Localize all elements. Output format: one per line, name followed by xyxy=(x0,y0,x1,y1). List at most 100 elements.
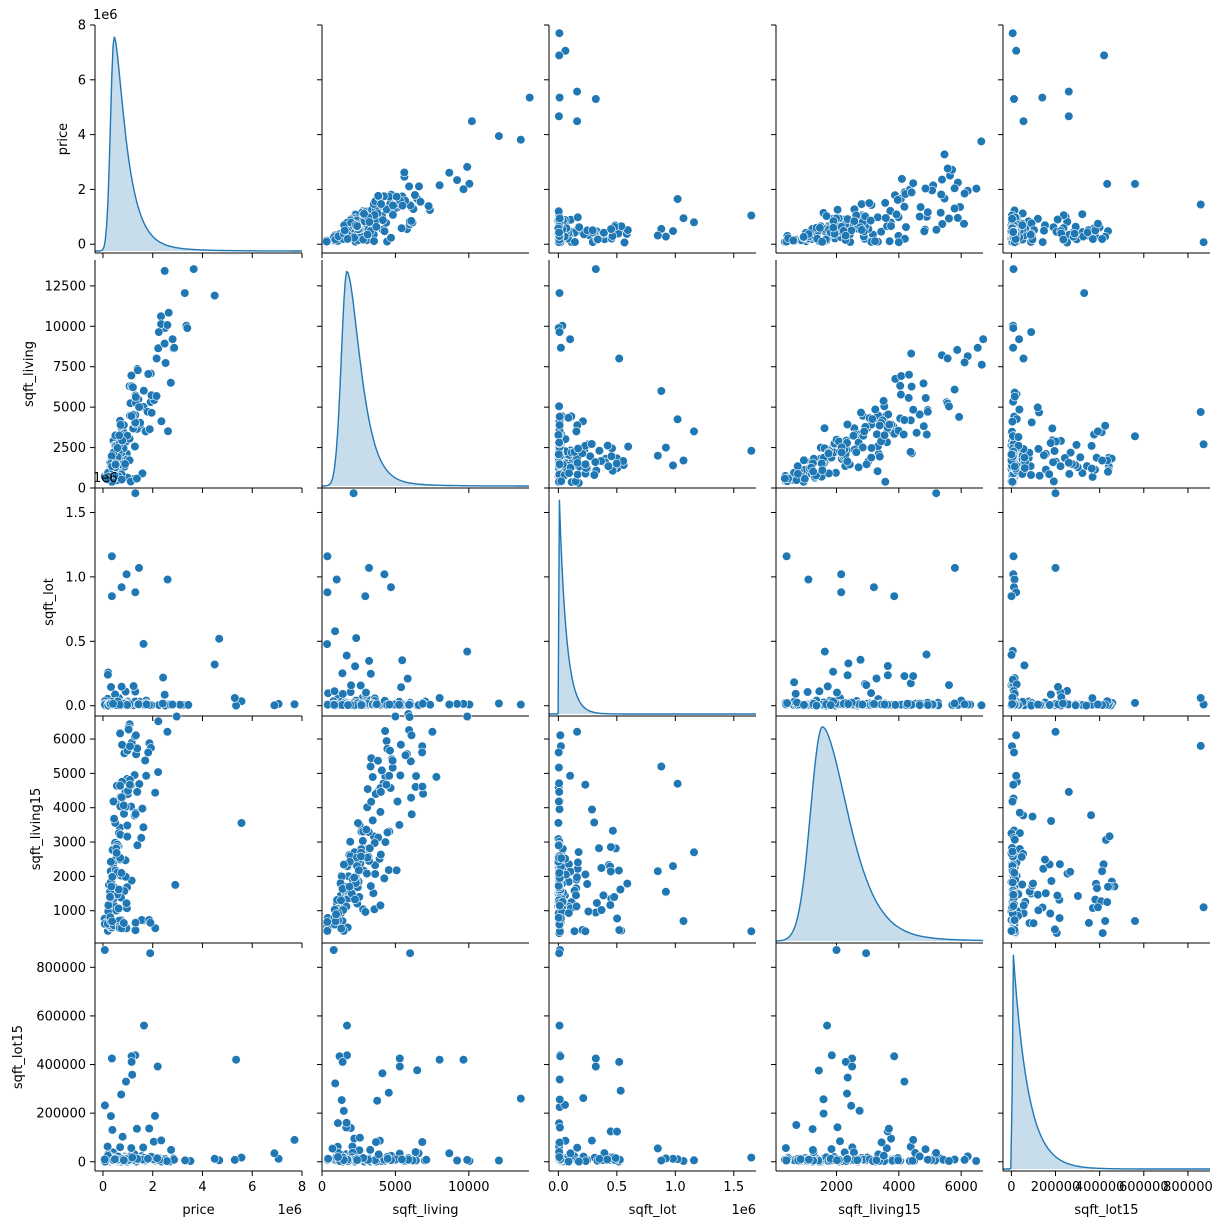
scatter-point xyxy=(386,233,396,243)
scatter-point xyxy=(1054,913,1065,923)
panel-price-vs-sqft_lot15 xyxy=(998,24,1210,258)
scatter-point xyxy=(322,639,332,649)
scatter-point xyxy=(915,202,926,212)
x-tick-label-sqft_lot15: 600000 xyxy=(1119,1180,1169,1195)
scatter-point xyxy=(918,378,929,389)
scatter-point xyxy=(1055,461,1066,471)
scatter-point xyxy=(339,859,349,870)
scatter-point xyxy=(587,439,597,449)
scatter-point xyxy=(554,868,564,878)
scatter-point xyxy=(612,458,622,469)
scatter-point xyxy=(388,200,398,211)
scatter-point xyxy=(1046,438,1056,448)
scatter-point xyxy=(131,392,141,402)
scatter-point xyxy=(832,1122,843,1132)
scatter-point xyxy=(804,1154,814,1165)
scatter-point xyxy=(354,865,364,875)
scatter-point xyxy=(817,237,827,247)
scatter-point xyxy=(142,699,152,710)
scatter-point xyxy=(342,650,352,661)
scatter-point xyxy=(388,756,398,766)
scatter-point xyxy=(107,551,117,561)
scatter-point xyxy=(828,667,838,677)
scatter-point xyxy=(1010,392,1020,402)
scatter-point xyxy=(661,887,671,897)
scatter-point xyxy=(555,1137,565,1148)
scatter-point xyxy=(954,412,964,422)
scatter-point xyxy=(811,700,822,711)
scatter-point xyxy=(746,210,756,221)
y-axis-label-sqft_lot15: sqft_lot15 xyxy=(11,1025,26,1089)
scatter-point xyxy=(905,447,916,457)
scatter-point xyxy=(572,116,582,126)
scatter-point xyxy=(842,1154,852,1164)
panel-sqft_living15-vs-price xyxy=(90,711,303,948)
scatter-point xyxy=(100,945,110,955)
scatter-point xyxy=(329,686,340,696)
scatter-point xyxy=(603,441,613,451)
scatter-point xyxy=(569,926,580,936)
scatter-point xyxy=(153,767,163,777)
y-axis-label-price: price xyxy=(56,123,71,155)
scatter-point xyxy=(376,849,386,860)
panel-sqft_lot-vs-sqft_living15 xyxy=(771,488,987,721)
scatter-point xyxy=(861,680,871,690)
scatter-point xyxy=(817,465,827,475)
scatter-point xyxy=(1086,441,1097,451)
scatter-point xyxy=(1045,700,1055,710)
scatter-point xyxy=(396,682,406,692)
scatter-point xyxy=(1102,179,1112,189)
scatter-point xyxy=(904,370,914,380)
y-tick-label-sqft_lot: 0.5 xyxy=(65,635,86,650)
scatter-point xyxy=(820,646,830,657)
scatter-point xyxy=(364,656,374,666)
scatter-point xyxy=(931,1148,941,1158)
scatter-point xyxy=(780,473,790,484)
scatter-point xyxy=(555,1074,565,1085)
scatter-point xyxy=(383,1154,393,1164)
scatter-point xyxy=(119,800,129,811)
scatter-point xyxy=(890,700,900,710)
scatter-point xyxy=(110,460,121,470)
scatter-point xyxy=(602,1154,612,1165)
scatter-point xyxy=(494,1155,504,1166)
scatter-point xyxy=(366,761,376,772)
scatter-point xyxy=(160,266,170,276)
scatter-point xyxy=(339,1106,349,1116)
scatter-point xyxy=(889,1051,899,1061)
scatter-point xyxy=(345,837,355,847)
y-offset-text-sqft_lot: 1e6 xyxy=(93,471,118,486)
scatter-point xyxy=(361,687,371,698)
scatter-point xyxy=(689,217,699,227)
scatter-point xyxy=(672,779,683,789)
scatter-point xyxy=(372,1096,382,1106)
scatter-point xyxy=(1013,432,1024,442)
scatter-point xyxy=(107,916,117,926)
scatter-point xyxy=(596,905,607,915)
scatter-point xyxy=(672,194,683,204)
y-tick-label-sqft_lot15: 0 xyxy=(78,1155,86,1170)
scatter-point xyxy=(841,1057,851,1067)
scatter-point xyxy=(1008,28,1018,38)
scatter-point xyxy=(944,213,954,224)
scatter-point xyxy=(596,863,607,873)
scatter-point xyxy=(908,1135,918,1145)
scatter-point xyxy=(572,470,583,480)
scatter-point xyxy=(103,670,113,680)
scatter-point xyxy=(1064,787,1074,797)
y-tick-label-sqft_living: 7500 xyxy=(53,360,86,375)
scatter-point xyxy=(467,116,477,126)
scatter-point xyxy=(108,699,118,709)
scatter-point xyxy=(1053,682,1063,692)
scatter-point xyxy=(1058,235,1068,245)
scatter-point xyxy=(444,1148,454,1158)
scatter-point xyxy=(949,698,960,709)
scatter-point xyxy=(821,211,832,221)
scatter-point xyxy=(856,408,866,418)
panel-sqft_lot15-vs-sqft_living15 xyxy=(771,943,983,1176)
kde-line-sqft_lot xyxy=(549,499,756,715)
scatter-point xyxy=(452,699,462,709)
scatter-point xyxy=(378,215,388,225)
scatter-point xyxy=(1039,226,1049,236)
scatter-point xyxy=(365,843,375,853)
